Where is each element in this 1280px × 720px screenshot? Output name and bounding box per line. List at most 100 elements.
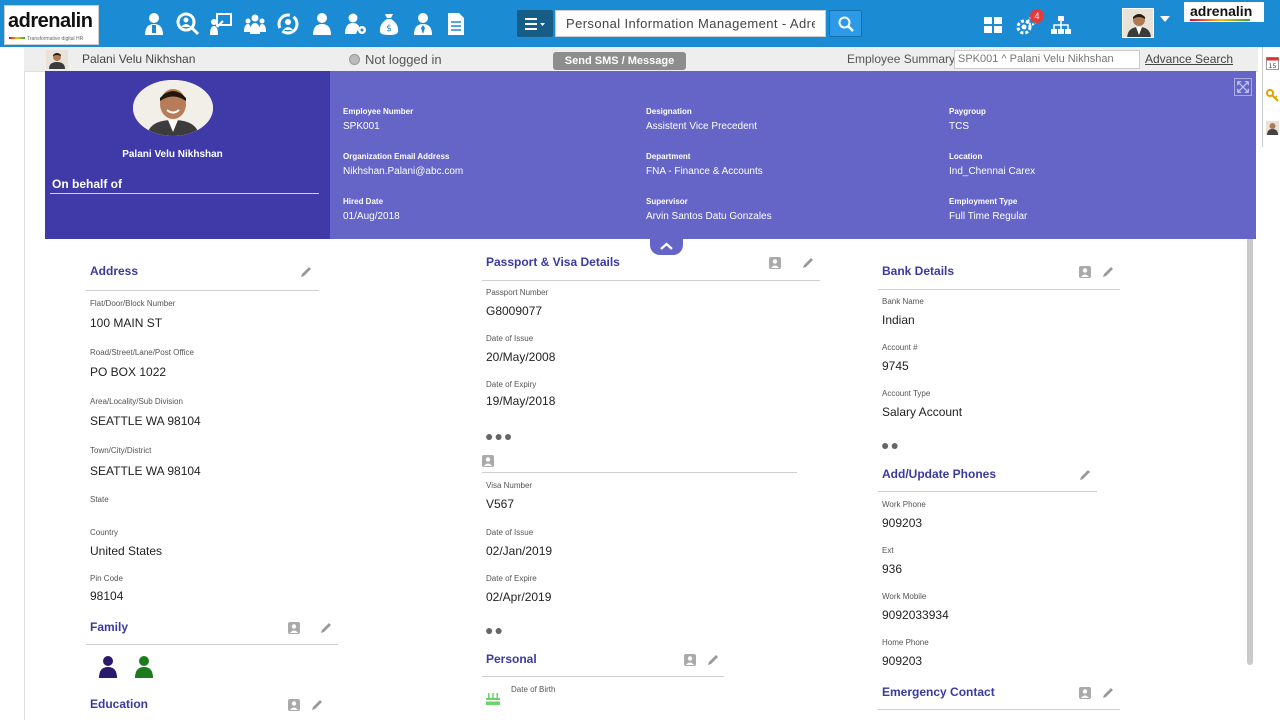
refresh-cycle-icon[interactable] (274, 10, 302, 38)
document-icon[interactable] (442, 10, 470, 38)
passport-section-title: Passport & Visa Details (486, 255, 620, 269)
address-edit-pencil-icon[interactable] (299, 265, 313, 279)
search-people-icon[interactable] (174, 10, 202, 38)
collapse-banner-button[interactable] (650, 238, 683, 255)
dashboard-icon[interactable] (982, 14, 1004, 36)
work-mobile-value: 9092033934 (882, 608, 949, 622)
address-state-label: State (90, 495, 109, 504)
location-value: Ind_Chennai Carex (949, 166, 1036, 177)
personal-contact-icon[interactable] (683, 653, 697, 667)
menu-dropdown-button[interactable] (517, 10, 553, 37)
svg-text:15: 15 (1269, 63, 1277, 70)
visa-divider (482, 472, 797, 473)
vertical-scrollbar[interactable] (1247, 71, 1253, 665)
address-town-value: SEATTLE WA 98104 (90, 464, 201, 478)
family-member-female-icon[interactable] (133, 655, 155, 679)
profile-details-panel (330, 71, 1256, 239)
visa-expire-label: Date of Expire (486, 574, 537, 583)
family-divider (86, 644, 338, 645)
hired-date-label: Hired Date (343, 197, 384, 206)
paygroup-value: TCS (949, 121, 969, 132)
phones-section-title: Add/Update Phones (882, 467, 997, 481)
education-section-title: Education (90, 697, 149, 711)
passport-contact-icon[interactable] (768, 256, 782, 270)
employee-icon[interactable] (140, 10, 168, 38)
logo-tagline: Transformative digital HR (27, 36, 84, 42)
logo-color-bar (9, 37, 25, 39)
presentation-icon[interactable] (207, 10, 235, 38)
group-icon[interactable] (241, 10, 269, 38)
designation-value: Assistent Vice Precedent (646, 121, 757, 132)
visa-more-dots[interactable]: ●● (485, 622, 504, 638)
education-edit-pencil-icon[interactable] (310, 698, 324, 712)
bank-contact-icon[interactable] (1078, 265, 1092, 279)
family-edit-pencil-icon[interactable] (319, 621, 333, 635)
user-tie-icon[interactable] (409, 10, 437, 38)
employment-type-value: Full Time Regular (949, 211, 1028, 222)
adrenalin-logo[interactable]: adrenalin Transformative digital HR (4, 5, 99, 45)
search-button[interactable] (829, 10, 862, 37)
home-phone-label: Home Phone (882, 638, 929, 647)
advance-search-link[interactable]: Advance Search (1145, 52, 1234, 66)
avatar-dropdown-caret[interactable] (1160, 16, 1170, 22)
family-contact-icon[interactable] (287, 621, 301, 635)
notification-badge[interactable]: 4 (1030, 9, 1044, 23)
home-phone-value: 909203 (882, 654, 923, 668)
work-mobile-label: Work Mobile (882, 592, 927, 601)
module-search-input[interactable] (555, 10, 826, 37)
user-settings-icon[interactable] (342, 10, 370, 38)
employee-name: Palani Velu Nikhshan (82, 52, 196, 66)
calendar-icon[interactable]: 15 (1266, 56, 1279, 70)
key-icon[interactable] (1266, 89, 1279, 103)
top-navigation-bar: adrenalin Transformative digital HR $ (0, 0, 1280, 47)
passport-more-dots[interactable]: ●●● (485, 428, 514, 444)
bank-more-dots[interactable]: ●● (881, 437, 900, 453)
user-avatar[interactable] (1122, 8, 1154, 38)
account-type-label: Account Type (882, 389, 931, 398)
education-contact-icon[interactable] (287, 698, 301, 712)
personal-divider (482, 676, 724, 677)
designation-label: Designation (646, 107, 692, 116)
work-phone-value: 909203 (882, 516, 923, 530)
search-icon (838, 16, 854, 32)
chevron-up-icon (660, 242, 673, 250)
person-icon[interactable] (308, 10, 336, 38)
address-area-label: Area/Locality/Sub Division (90, 397, 183, 406)
address-section-title: Address (90, 264, 139, 278)
address-country-value: United States (90, 544, 163, 558)
emergency-divider (878, 709, 1120, 710)
profile-icon[interactable] (1266, 121, 1279, 135)
employee-summary-input[interactable]: SPK001 ^ Palani Velu Nikhshan (954, 50, 1140, 69)
org-email-label: Organization Email Address (343, 152, 450, 161)
passport-edit-pencil-icon[interactable] (801, 256, 815, 270)
personal-section-title: Personal (486, 652, 537, 666)
department-label: Department (646, 152, 691, 161)
account-type-value: Salary Account (882, 405, 963, 419)
bank-edit-pencil-icon[interactable] (1101, 265, 1115, 279)
address-pincode-label: Pin Code (90, 574, 123, 583)
emergency-contact-icon[interactable] (1078, 686, 1092, 700)
address-road-value: PO BOX 1022 (90, 365, 167, 379)
brand-right-bar (1190, 19, 1250, 21)
emergency-edit-pencil-icon[interactable] (1101, 686, 1115, 700)
address-country-label: Country (90, 528, 119, 537)
passport-number-label: Passport Number (486, 288, 549, 297)
employee-number-value: SPK001 (343, 121, 380, 132)
send-sms-button[interactable]: Send SMS / Message (553, 52, 686, 70)
bank-name-value: Indian (882, 313, 915, 327)
personal-edit-pencil-icon[interactable] (706, 653, 720, 667)
svg-text:$: $ (386, 24, 392, 34)
logo-text: adrenalin (8, 10, 93, 32)
profile-photo[interactable] (133, 80, 213, 136)
expand-icon[interactable] (1234, 78, 1252, 96)
on-behalf-of-underline (50, 193, 319, 194)
money-bag-icon[interactable]: $ (375, 10, 403, 38)
passport-divider (482, 280, 820, 281)
account-number-label: Account # (882, 343, 918, 352)
visa-contact-icon[interactable] (481, 454, 495, 468)
on-behalf-of-label[interactable]: On behalf of (52, 177, 122, 191)
phones-edit-pencil-icon[interactable] (1078, 468, 1092, 482)
family-member-male-icon[interactable] (97, 655, 119, 679)
org-chart-icon[interactable] (1050, 14, 1072, 36)
bank-divider (878, 289, 1120, 290)
